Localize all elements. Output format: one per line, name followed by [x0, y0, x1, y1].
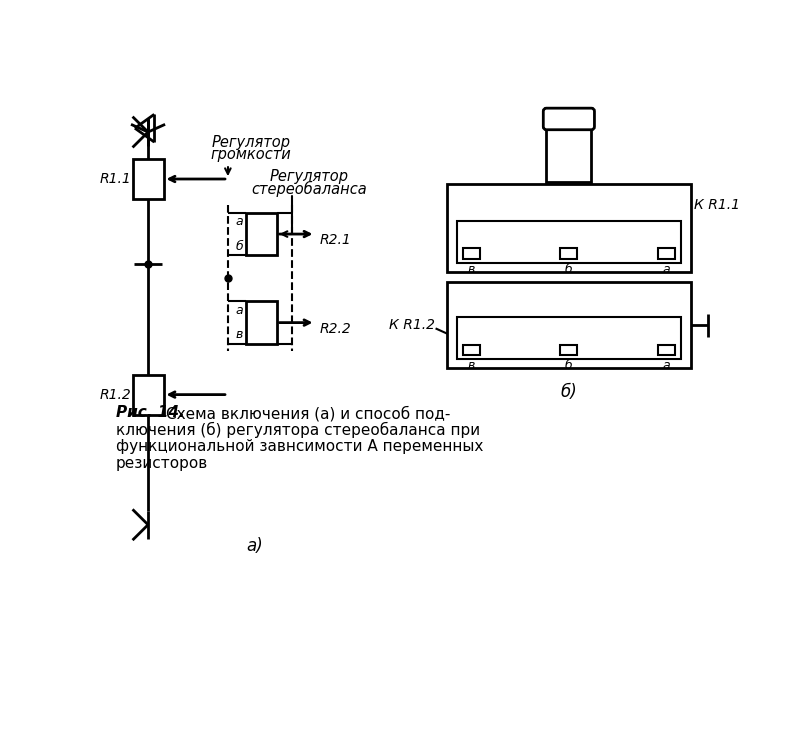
Text: R1.1: R1.1	[99, 172, 131, 186]
Text: б: б	[236, 240, 243, 253]
Text: К R1.2: К R1.2	[389, 318, 435, 331]
Bar	[462, 345, 480, 356]
Bar	[560, 345, 578, 356]
Text: Регулятор: Регулятор	[212, 135, 290, 150]
Bar	[457, 317, 682, 359]
Bar	[133, 159, 163, 199]
Text: б: б	[565, 359, 573, 372]
Text: б: б	[565, 263, 573, 276]
Text: громкости: громкости	[210, 147, 291, 162]
Text: Рис. 14.: Рис. 14.	[115, 405, 190, 420]
Bar	[246, 213, 277, 255]
Text: а: а	[236, 215, 243, 228]
Text: Схема включения (а) и способ под-: Схема включения (а) и способ под-	[166, 405, 450, 421]
Text: а: а	[662, 359, 670, 372]
Text: а): а)	[246, 536, 263, 554]
Bar	[447, 282, 690, 368]
Text: в: в	[467, 263, 475, 276]
Text: ключения (б) регулятора стереобаланса при: ключения (б) регулятора стереобаланса пр…	[115, 422, 480, 439]
Bar	[133, 375, 163, 415]
Text: R2.1: R2.1	[319, 233, 351, 247]
Text: R1.2: R1.2	[99, 388, 131, 402]
Text: R2.2: R2.2	[319, 322, 351, 336]
Bar	[560, 248, 578, 259]
Text: а: а	[236, 304, 243, 316]
Bar	[658, 345, 675, 356]
Text: а: а	[662, 263, 670, 276]
Bar	[658, 248, 675, 259]
Text: б): б)	[561, 382, 578, 401]
FancyBboxPatch shape	[543, 108, 594, 130]
Bar	[546, 121, 591, 182]
Bar	[447, 184, 690, 272]
Text: резисторов: резисторов	[115, 456, 208, 471]
Text: в: в	[236, 328, 243, 342]
Bar	[246, 302, 277, 344]
Text: в: в	[467, 359, 475, 372]
Text: стереобаланса: стереобаланса	[251, 181, 367, 197]
Text: Регулятор: Регулятор	[270, 169, 349, 185]
Text: К R1.1: К R1.1	[694, 198, 740, 212]
Bar	[457, 221, 682, 263]
Text: функциональной завнсимости А переменных: функциональной завнсимости А переменных	[115, 439, 483, 454]
Bar	[462, 248, 480, 259]
